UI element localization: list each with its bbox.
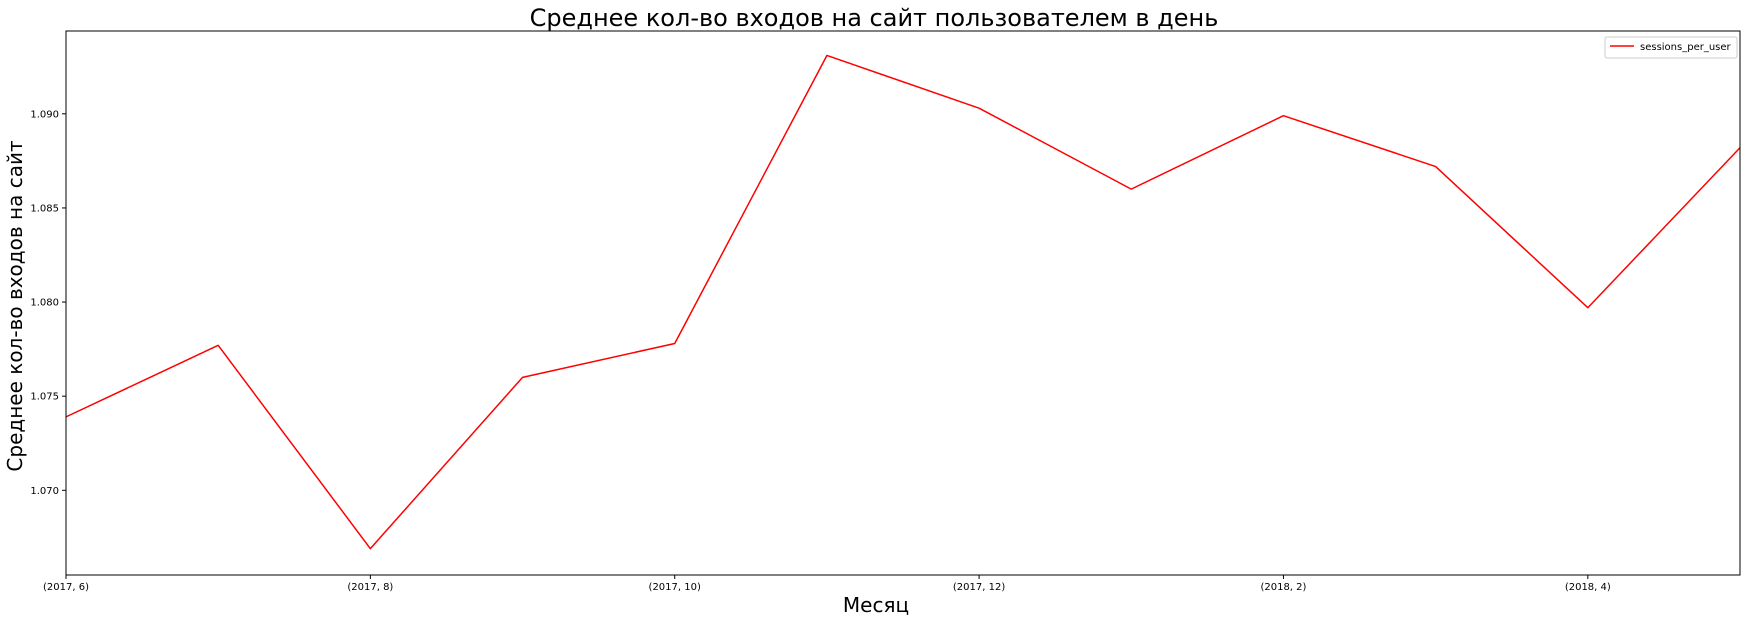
x-tick-label: (2017, 8) [347,582,393,593]
x-axis-label: Месяц [843,593,909,617]
y-axis-label: Среднее кол-во входов на сайт [3,140,27,472]
plot-area: 1.070 1.075 1.080 1.085 1.090 (2017, 6) (2017,… [30,30,1741,593]
legend: sessions_per_user [1604,36,1738,59]
x-tick-label: (2017, 12) [953,582,1005,593]
y-tick-label: 1.075 [30,392,59,403]
x-tick-label: (2017, 6) [43,582,89,593]
y-tick-label: 1.070 [30,486,59,497]
y-tick-label: 1.080 [30,298,59,309]
legend-box [1604,36,1738,59]
x-tick-label: (2018, 2) [1260,582,1306,593]
plot-frame [65,30,1741,576]
chart-title: Среднее кол-во входов на сайт пользовате… [530,4,1219,32]
y-tick-label: 1.085 [30,203,59,214]
y-tick-label: 1.090 [30,109,59,120]
x-tick-label: (2017, 10) [649,582,701,593]
series-line-sessions_per_user [65,54,1741,550]
x-tick-label: (2018, 4) [1565,582,1611,593]
legend-label: sessions_per_user [1640,42,1732,53]
